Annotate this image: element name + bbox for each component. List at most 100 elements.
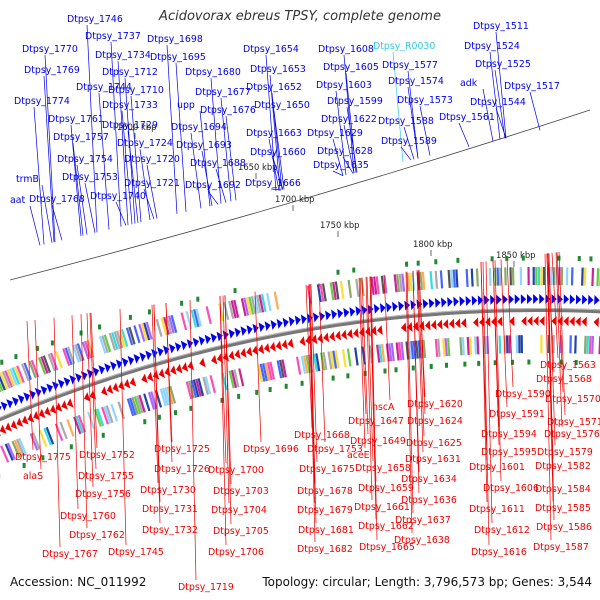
gene-label-forward: Dtpsy_1574 [388,76,444,87]
gene-color-bar [583,267,587,286]
gene-color-bar [103,406,112,424]
gene-label-forward: Dtpsy_1712 [102,67,158,78]
gene-label-forward: Dtpsy_1737 [85,31,141,42]
gene-color-bar [185,381,193,400]
gene-arrow [118,380,125,391]
gene-color-bar [419,271,423,291]
feature-mark [180,300,184,306]
gene-color-bar [96,336,105,355]
gene-color-bar [159,388,167,407]
gene-label-forward: Dtpsy_1652 [246,82,302,93]
gene-arrow [106,384,114,394]
gene-color-bar [459,337,463,356]
gene-color-bar [332,281,337,300]
feature-mark [157,414,161,420]
gene-arrow [594,295,600,306]
gene-color-bar [320,352,326,371]
gene-label-forward: Dtpsy_1774 [14,96,70,107]
gene-label-reverse: Dtpsy_1678 [297,486,353,497]
gene-arrow [460,317,467,328]
gene-label-reverse: Dtpsy_1638 [394,535,450,546]
gene-color-bar [43,427,52,446]
gene-arrow [282,317,289,328]
gene-color-bar [540,334,543,354]
gene-arrow [385,302,392,313]
gene-color-bar [165,316,173,335]
gene-arrow [0,424,7,434]
gene-label-forward: Dtpsy_1770 [22,44,78,55]
gene-arrow [424,320,431,331]
gene-label-reverse: Dtpsy_1775 [15,452,71,463]
gene-color-bar [537,266,541,286]
gene-color-bar [509,267,512,286]
gene-label-reverse: Dtpsy_1703 [213,486,269,497]
gene-arrow [557,294,563,305]
gene-label-reverse: Dtpsy_1752 [79,450,135,461]
gene-color-bar [263,293,270,312]
gene-arrow [490,294,496,305]
gene-color-bar [233,369,240,388]
feature-mark [69,444,73,450]
gene-color-bar [188,380,195,399]
feature-mark [383,368,387,374]
gene-color-bar [505,335,509,354]
gene-color-bar [190,309,198,328]
gene-arrow [0,401,8,411]
gene-label-forward: Dtpsy_1721 [124,178,180,189]
gene-color-bar [62,348,71,366]
gene-color-bar [442,338,446,357]
gene-color-bar [596,268,600,287]
gene-label-reverse: Dtpsy_1576 [544,429,600,440]
gene-arrow [270,320,277,330]
gene-color-bar [223,301,230,321]
gene-color-bar [314,284,320,303]
gene-label-forward: upp [177,100,195,111]
gene-arrow [453,296,459,307]
gene-color-bar [339,280,345,299]
gene-arrow [526,294,533,305]
gene-arrow [186,339,194,349]
gene-color-bar [105,405,114,423]
gene-arrow [55,402,63,412]
gene-arrow [465,295,472,306]
gene-color-bar [230,300,237,319]
gene-label-forward: Dtpsy_1757 [53,132,109,143]
gene-label-reverse: Dtpsy_1762 [69,530,125,541]
gene-color-bar [1,371,11,389]
gene-color-bar [262,363,268,382]
gene-arrow [170,365,177,375]
gene-label-reverse: Dtpsy_1571 [547,417,600,428]
genome-backbone [0,308,600,422]
gene-color-bar [470,268,474,287]
feature-mark [147,309,151,315]
gene-color-bar [87,411,96,430]
gene-label-forward: Dtpsy_1524 [464,41,520,52]
gene-arrow [410,299,417,310]
gene-arrow [269,341,276,352]
gene-color-bar [439,338,444,357]
gene-color-bar [143,393,151,412]
gene-arrow [477,295,484,306]
gene-color-bar [160,317,168,336]
gene-label-forward: Dtpsy_1599 [327,96,383,107]
gene-arrow [83,392,91,402]
gene-color-bar [337,281,342,300]
feature-mark [434,259,438,265]
gene-arrow [276,318,283,329]
gene-color-bar [380,344,386,363]
feature-mark [233,288,237,294]
gene-arrow [448,318,455,329]
gene-color-bar [126,398,135,417]
feature-mark [331,375,335,381]
gene-color-bar [569,335,572,354]
gene-color-bar [45,426,55,445]
feature-mark [268,386,272,392]
gene-color-bar [4,370,13,388]
gene-label-forward: Dtpsy_1768 [29,194,85,205]
gene-label-reverse: Dtpsy_1658 [355,463,411,474]
gene-label-reverse: Dtpsy_1634 [401,474,457,485]
gene-label-forward: Dtpsy_1698 [147,34,203,45]
gene-arrow [347,328,353,339]
gene-color-bar [535,266,538,286]
gene-arrow [335,330,342,341]
